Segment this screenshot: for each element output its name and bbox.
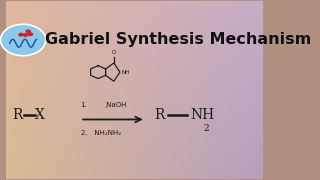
Text: X: X xyxy=(35,108,44,122)
Text: O: O xyxy=(112,50,116,55)
Circle shape xyxy=(1,24,46,56)
Circle shape xyxy=(28,32,33,36)
Text: NH: NH xyxy=(190,108,214,122)
Text: R: R xyxy=(155,108,165,122)
Circle shape xyxy=(26,30,31,33)
Circle shape xyxy=(23,33,28,37)
Circle shape xyxy=(18,33,24,37)
Text: 1.: 1. xyxy=(81,102,87,108)
Text: R: R xyxy=(12,108,22,122)
Text: ,NaOH: ,NaOH xyxy=(105,102,127,108)
Text: NH: NH xyxy=(121,70,130,75)
Text: 2: 2 xyxy=(203,124,209,133)
Text: Gabriel Synthesis Mechanism: Gabriel Synthesis Mechanism xyxy=(45,32,312,48)
Text: 2.   NH₂NH₂: 2. NH₂NH₂ xyxy=(81,130,121,136)
